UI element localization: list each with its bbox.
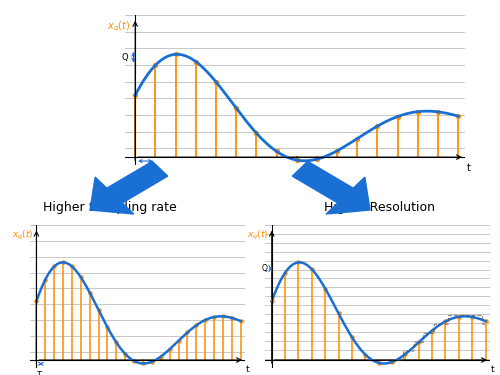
Text: $x_q(t)$: $x_q(t)$	[247, 229, 268, 242]
Text: Higher Sampling rate: Higher Sampling rate	[43, 201, 177, 214]
Text: Higher Resolution: Higher Resolution	[324, 201, 436, 214]
Text: $T_s$: $T_s$	[36, 370, 46, 375]
Text: t: t	[246, 365, 250, 374]
Text: Q: Q	[262, 264, 267, 273]
Text: t: t	[466, 163, 470, 172]
Text: $T_s$: $T_s$	[140, 167, 150, 180]
Text: Q: Q	[122, 53, 128, 62]
Text: $x_q(t)$: $x_q(t)$	[12, 229, 33, 242]
Text: t: t	[491, 365, 495, 374]
Text: $x_q(t)$: $x_q(t)$	[107, 19, 130, 34]
